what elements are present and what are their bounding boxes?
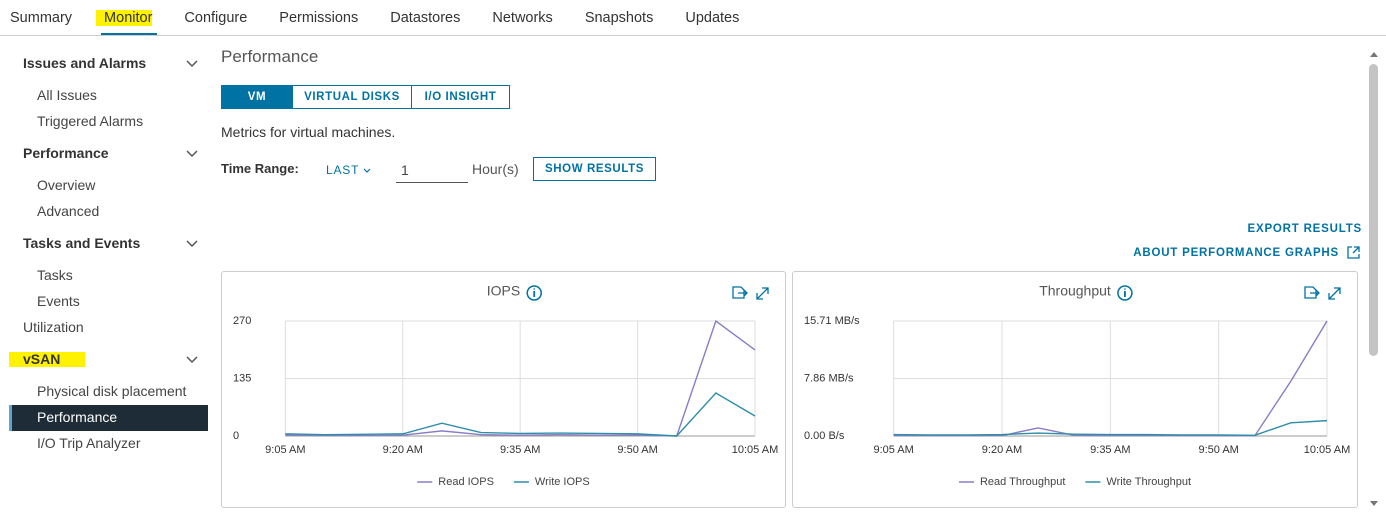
legend-label: Write IOPS [535,476,590,488]
selected-row [9,405,208,431]
chevron [186,240,198,248]
export-results[interactable]: EXPORT RESULTS [1247,223,1362,235]
expand-icon [1328,287,1341,300]
export-icon [1304,286,1320,299]
x-tick-label: 9:20 AM [982,444,1022,456]
sidebar-group-title[interactable]: vSAN [23,351,61,367]
sidebar-group-title[interactable]: Tasks and Events [23,235,141,251]
chevron [186,60,198,68]
x-tick-label: 9:50 AM [1198,444,1238,456]
chart-card: Throughput 0.00 B/s 7.86 MB/s 15.71 MB/s 9:0… [792,271,1358,508]
active-tab-underline [101,33,158,36]
panel-title: Performance [221,47,319,66]
tab[interactable]: Networks [492,10,553,26]
legend-item: Read IOPS [417,476,494,488]
sidebar-item[interactable]: Tasks [37,267,73,283]
sidebar-item[interactable]: All Issues [37,87,97,103]
sidebar-item[interactable]: I/O Trip Analyzer [37,435,141,451]
x-tick-label: 10:05 AM [1304,444,1350,456]
about-graphs[interactable]: ABOUT PERFORMANCE GRAPHS [1133,247,1339,259]
range-unit: Hour(s) [472,161,519,177]
legend-item: Write Throughput [1085,476,1191,488]
x-tick-label: 9:05 AM [873,444,913,456]
chevron-path [186,60,198,68]
y-tick-label: 7.86 MB/s [804,372,854,384]
sidebar-group-title[interactable]: Performance [23,145,109,161]
sidebar-group-title[interactable]: Issues and Alarms [23,55,147,71]
show-results-button[interactable]: SHOW RESULTS [533,157,656,181]
chart-card: IOPS 0 135 270 9:05 AM 9:20 AM 9:35 AM 9:50 AM 1… [221,271,786,508]
tab[interactable]: Updates [685,10,740,26]
x-tick-label: 10:05 AM [732,444,778,456]
tab-bar: Summary Monitor Configure Permissions Datast… [10,0,740,36]
legend-item: Write IOPS [513,476,590,488]
tab[interactable]: Snapshots [584,10,654,26]
range-value: 1 [401,162,409,178]
y-tick-label: 0.00 B/s [804,430,845,442]
x-tick-label: 9:35 AM [1090,444,1130,456]
y-tick-label: 15.71 MB/s [804,315,860,327]
x-tick-label: 9:50 AM [617,444,657,456]
sidebar-item[interactable]: Physical disk placement [37,383,187,399]
chevron [363,168,371,173]
view-button[interactable]: VM [221,85,293,109]
tab[interactable]: Datastores [390,10,461,26]
expand-icon [756,287,769,300]
series-line [893,419,1328,436]
chevron-path [186,356,198,364]
external-link-icon [1347,246,1360,259]
y-tick-label: 270 [233,315,251,327]
tab[interactable]: Permissions [279,10,359,26]
range-mode[interactable]: LAST [326,163,371,177]
chevron [186,150,198,158]
info-icon [1117,285,1133,301]
x-tick-label: 9:35 AM [500,444,540,456]
sidebar-group-title[interactable]: Utilization [23,319,84,335]
legend-item: Read Throughput [958,476,1065,488]
x-tick-label: 9:05 AM [265,444,305,456]
y-tick-label: 0 [233,430,239,442]
chart: Throughput 0.00 B/s 7.86 MB/s 15.71 MB/s 9:0… [804,283,1350,488]
tab-divider [0,35,1386,36]
tab[interactable]: Configure [184,10,248,26]
info-icon [526,285,542,301]
sidebar-item[interactable]: Overview [37,177,96,193]
chart-title: IOPS [487,283,520,299]
legend-label: Write Throughput [1106,476,1191,488]
series-line [285,392,756,437]
time-range-label: Time Range: [221,161,299,176]
sidebar-item[interactable]: Triggered Alarms [37,113,144,129]
tab[interactable]: Monitor [101,0,158,36]
highlight [9,352,85,367]
chart: IOPS 0 135 270 9:05 AM 9:20 AM 9:35 AM 9:50 AM 1… [233,283,778,488]
tab[interactable]: Summary [10,10,73,26]
chevron-path [186,240,198,248]
sidebar-item[interactable]: Advanced [37,203,100,219]
y-tick-label: 135 [233,372,251,384]
sidebar-item[interactable]: Performance [37,409,118,425]
sidebar-item[interactable]: Events [37,293,80,309]
scrollbar[interactable] [1366,44,1382,512]
chart-title: Throughput [1039,283,1111,299]
x-tick-label: 9:20 AM [383,444,423,456]
chevron-path [186,150,198,158]
highlight [96,10,152,26]
range-mode-text: LAST [326,163,359,177]
legend-label: Read Throughput [980,476,1065,488]
description: Metrics for virtual machines. [221,124,396,140]
range-input[interactable]: 1 [396,158,468,183]
chevron [186,356,198,364]
legend-label: Read IOPS [438,476,494,488]
export-icon [732,286,748,299]
view-button[interactable]: I/O INSIGHT [411,85,510,109]
view-button[interactable]: VIRTUAL DISKS [292,85,412,109]
